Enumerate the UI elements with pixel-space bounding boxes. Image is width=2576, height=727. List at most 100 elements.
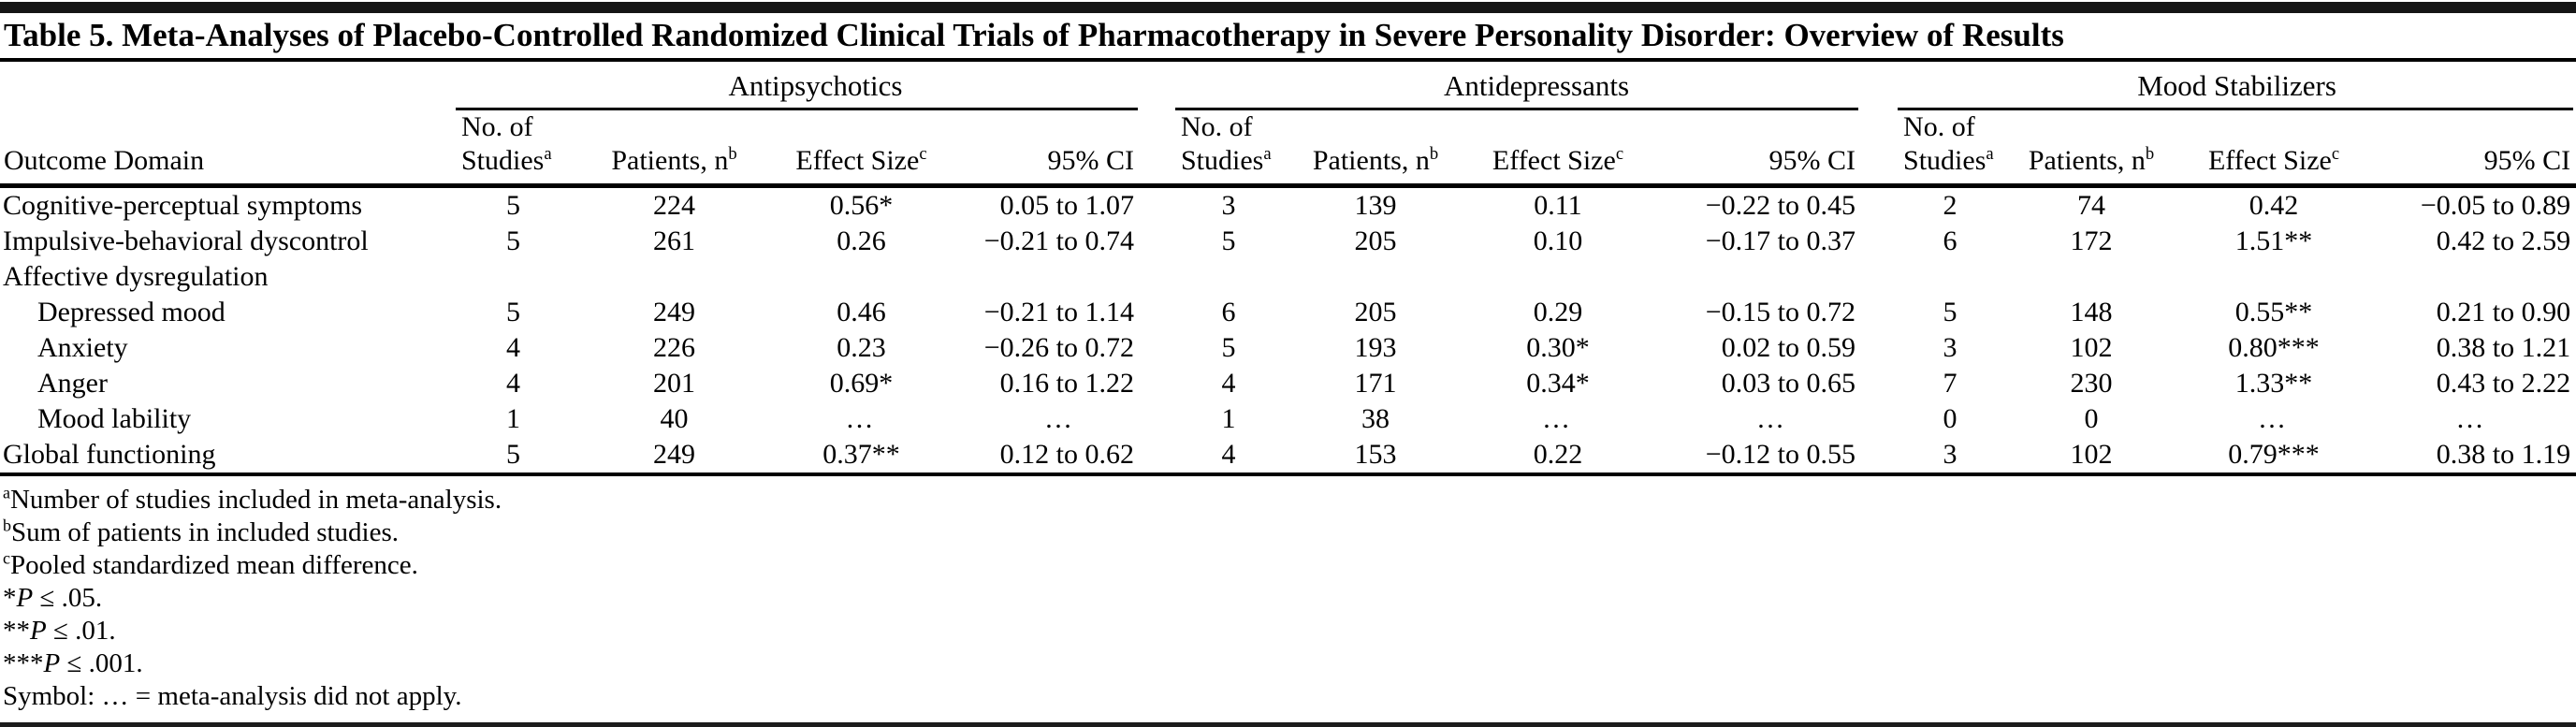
cell-effect-size xyxy=(778,259,945,295)
row-label: Anger xyxy=(37,368,108,399)
cell-ci: −0.26 to 0.72 xyxy=(983,332,1134,363)
significance-marker: * xyxy=(3,583,17,613)
row-label: Mood lability xyxy=(37,403,192,434)
cell-studies: 7 xyxy=(1943,368,1957,399)
cell-ci xyxy=(2367,259,2576,295)
cell-patients: 201 xyxy=(653,368,695,399)
cell-effect-size: 0.34* xyxy=(1526,368,1590,399)
cell-effect-size: 0.11 xyxy=(1534,190,1582,221)
column-header-studies: No. of Studiesa xyxy=(456,110,571,188)
cell-effect-size: 0.29 xyxy=(1533,297,1583,327)
column-header-effect: Effect Sizec xyxy=(2180,110,2368,188)
cell-ci xyxy=(1647,259,1898,295)
column-header-label: Studies xyxy=(1181,145,1264,176)
table-corner-spacer xyxy=(0,62,456,110)
column-header-studies: No. of Studiesa xyxy=(1175,110,1282,188)
footnote-marker: b xyxy=(728,144,737,164)
table-body: Cognitive-perceptual symptoms 5 224 0.56* 0.… xyxy=(0,186,2576,474)
column-header-ci: 95% CI xyxy=(2367,110,2576,188)
cell-studies: 5 xyxy=(1943,297,1957,327)
column-header-studies: No. of Studiesa xyxy=(1898,110,2003,188)
cell-studies: 0 xyxy=(1943,403,1957,434)
cell-effect-size: 0.22 xyxy=(1533,439,1583,470)
cell-patients: 38 xyxy=(1361,403,1390,434)
cell-patients: 249 xyxy=(653,439,695,470)
cell-effect-size: 0.69* xyxy=(829,368,894,399)
column-header-label: Patients, n xyxy=(1312,145,1430,176)
cell-patients: 230 xyxy=(2070,368,2113,399)
cell-studies: 5 xyxy=(1221,332,1236,363)
cell-ci: … xyxy=(1044,403,1076,434)
cell-ci: 0.02 to 0.59 xyxy=(1721,332,1856,363)
cell-studies: 1 xyxy=(506,403,520,434)
cell-ci: 0.21 to 0.90 xyxy=(2436,297,2571,327)
cell-studies: 5 xyxy=(506,439,520,470)
cell-ci: 0.38 to 1.21 xyxy=(2436,332,2571,363)
cell-studies: 4 xyxy=(506,332,520,363)
cell-patients: 261 xyxy=(653,225,695,256)
footnote-text: ≤ .05. xyxy=(33,583,103,613)
cell-studies xyxy=(1898,259,2002,295)
cell-ci: … xyxy=(1756,403,1789,434)
footnote-marker: c xyxy=(2331,144,2340,164)
row-label: Impulsive-behavioral dyscontrol xyxy=(3,225,369,256)
cell-patients: 224 xyxy=(653,190,695,221)
group-header-row: Antipsychotics Antidepressants Mood Stabil… xyxy=(0,62,2576,110)
significance-marker: *** xyxy=(3,648,44,678)
cell-effect-size: 0.79*** xyxy=(2228,439,2320,470)
cell-effect-size xyxy=(2180,259,2367,295)
cell-studies: 4 xyxy=(506,368,520,399)
title-rule xyxy=(0,58,2576,62)
cell-studies: 2 xyxy=(1943,190,1957,221)
cell-effect-size: 0.80*** xyxy=(2228,332,2320,363)
p-value-symbol: P xyxy=(16,583,34,613)
footnote-marker: a xyxy=(544,144,552,164)
column-header-patients: Patients, nb xyxy=(571,110,778,188)
cell-studies: 6 xyxy=(1221,297,1236,327)
column-header-label: 95% CI xyxy=(1047,145,1135,176)
cell-studies: 4 xyxy=(1221,439,1236,470)
cell-ci: 0.16 to 1.22 xyxy=(999,368,1134,399)
cell-ci: −0.22 to 0.45 xyxy=(1705,190,1856,221)
cell-ci: 0.43 to 2.22 xyxy=(2436,368,2571,399)
cell-effect-size: … xyxy=(2258,403,2291,434)
p-value-symbol: P xyxy=(43,648,61,678)
cell-studies: 1 xyxy=(1221,403,1236,434)
column-header-label: Studies xyxy=(1903,145,1987,176)
footnote-text: ≤ .001. xyxy=(60,648,143,678)
footnote: aNumber of studies included in meta-anal… xyxy=(3,484,2576,516)
row-label: Anxiety xyxy=(37,332,128,363)
cell-patients: 205 xyxy=(1354,297,1397,327)
cell-studies: 6 xyxy=(1943,225,1957,256)
column-header-ci: 95% CI xyxy=(945,110,1175,188)
cell-effect-size: … xyxy=(845,403,878,434)
cell-ci: 0.12 to 0.62 xyxy=(999,439,1134,470)
footnote-marker: c xyxy=(1615,144,1624,164)
footnote-marker: b xyxy=(1429,144,1439,164)
footnote-marker: a xyxy=(1263,144,1272,164)
cell-ci: 0.03 to 0.65 xyxy=(1721,368,1856,399)
cell-patients xyxy=(2002,259,2180,295)
table-row: Cognitive-perceptual symptoms 5 224 0.56* 0.… xyxy=(0,186,2576,225)
cell-effect-size xyxy=(1469,259,1647,295)
column-header-label: 95% CI xyxy=(1768,145,1856,176)
table-row: Mood lability 1 40…… 1 38…… 0 0…… xyxy=(0,401,2576,437)
cell-ci: −0.21 to 0.74 xyxy=(983,225,1134,256)
column-header-top-line: No. of xyxy=(1181,111,1253,142)
column-header-label: Effect Size xyxy=(795,145,920,176)
footnote-marker: b xyxy=(3,516,11,535)
p-value-symbol: P xyxy=(30,616,47,646)
cell-studies: 3 xyxy=(1943,439,1957,470)
cell-patients: 0 xyxy=(2084,403,2099,434)
group-header-antidepressants: Antidepressants xyxy=(1175,62,1898,110)
footnote: cPooled standardized mean difference. xyxy=(3,549,2576,582)
cell-patients: 139 xyxy=(1354,190,1397,221)
cell-effect-size: 0.26 xyxy=(837,225,886,256)
footnote: ***P ≤ .001. xyxy=(3,647,2576,680)
cell-effect-size: 0.55** xyxy=(2234,297,2313,327)
footnote: **P ≤ .01. xyxy=(3,615,2576,647)
cell-studies: 5 xyxy=(506,297,520,327)
cell-effect-size: 0.10 xyxy=(1533,225,1583,256)
cell-studies: 5 xyxy=(506,225,520,256)
